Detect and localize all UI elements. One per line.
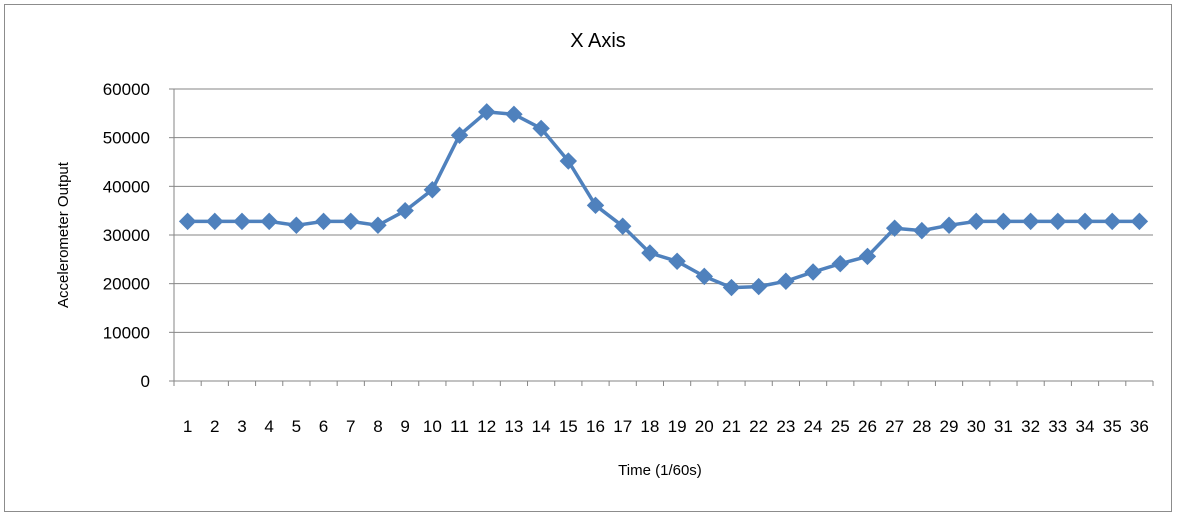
x-tick-label: 8 bbox=[373, 417, 383, 436]
x-tick-label: 18 bbox=[640, 417, 659, 436]
x-tick-label: 7 bbox=[346, 417, 356, 436]
x-tick-label: 17 bbox=[613, 417, 632, 436]
data-point bbox=[206, 212, 224, 231]
data-point bbox=[396, 201, 414, 220]
x-tick-label: 16 bbox=[586, 417, 605, 436]
x-tick-label: 4 bbox=[264, 417, 274, 436]
data-point bbox=[913, 221, 931, 240]
data-point bbox=[314, 212, 333, 231]
x-tick-label: 10 bbox=[423, 417, 442, 436]
x-tick-label: 30 bbox=[967, 417, 986, 436]
data-point bbox=[1076, 212, 1094, 231]
data-point bbox=[1103, 212, 1121, 231]
x-tick-label: 20 bbox=[695, 417, 714, 436]
y-tick-label: 10000 bbox=[103, 323, 150, 342]
x-tick-label: 31 bbox=[994, 417, 1013, 436]
series-group bbox=[178, 103, 1149, 297]
y-tick-label: 40000 bbox=[103, 177, 150, 196]
y-axis-label: Accelerometer Output bbox=[55, 161, 72, 308]
data-point bbox=[749, 277, 768, 296]
x-tick-label: 25 bbox=[831, 417, 850, 436]
x-tick-label: 23 bbox=[776, 417, 795, 436]
data-point bbox=[233, 212, 251, 231]
data-point bbox=[1130, 212, 1149, 231]
x-tick-label: 21 bbox=[722, 417, 741, 436]
y-tick-label: 20000 bbox=[103, 275, 150, 294]
y-tick-label: 30000 bbox=[103, 226, 150, 245]
x-tick-label: 13 bbox=[504, 417, 523, 436]
chart-title: X Axis bbox=[570, 30, 626, 52]
data-point bbox=[885, 219, 904, 237]
y-tick-label: 60000 bbox=[103, 80, 150, 99]
x-tick-label: 19 bbox=[668, 417, 687, 436]
data-point bbox=[1049, 212, 1067, 231]
y-tick-label: 0 bbox=[141, 372, 150, 391]
x-tick-label: 27 bbox=[885, 417, 904, 436]
data-point bbox=[586, 196, 605, 215]
x-tick-label: 24 bbox=[804, 417, 823, 436]
data-point bbox=[695, 267, 713, 286]
x-tick-label: 34 bbox=[1076, 417, 1095, 436]
data-point bbox=[614, 217, 632, 235]
x-tick-label: 26 bbox=[858, 417, 877, 436]
data-point bbox=[994, 212, 1013, 231]
data-point bbox=[342, 212, 360, 231]
y-tick-label: 50000 bbox=[103, 129, 150, 148]
y-tick-labels: 0 10000 20000 30000 40000 50000 60000 bbox=[103, 80, 150, 391]
data-point bbox=[777, 272, 795, 290]
x-tick-label: 12 bbox=[477, 417, 496, 436]
data-point bbox=[641, 244, 659, 262]
x-tick-label: 33 bbox=[1048, 417, 1067, 436]
data-point bbox=[369, 216, 387, 234]
x-tick-label: 3 bbox=[237, 417, 247, 436]
x-tick-label: 15 bbox=[559, 417, 578, 436]
data-point bbox=[450, 126, 469, 144]
data-point bbox=[668, 252, 686, 270]
data-point bbox=[478, 103, 496, 121]
data-point bbox=[423, 181, 442, 199]
x-tick-label: 6 bbox=[319, 417, 329, 436]
x-axis-label: Time (1/60s) bbox=[618, 462, 702, 479]
x-tick-label: 35 bbox=[1103, 417, 1122, 436]
x-tick-label: 36 bbox=[1130, 417, 1149, 436]
x-tick-label: 14 bbox=[532, 417, 551, 436]
data-point bbox=[831, 255, 849, 273]
x-tick-label: 28 bbox=[912, 417, 931, 436]
x-tick-label: 9 bbox=[400, 417, 410, 436]
data-point bbox=[505, 105, 523, 124]
data-point bbox=[940, 216, 958, 234]
data-point bbox=[260, 212, 278, 231]
data-point bbox=[287, 216, 306, 234]
series-line bbox=[187, 110, 1140, 290]
data-point bbox=[722, 278, 741, 297]
data-point bbox=[1021, 212, 1040, 231]
gridlines bbox=[174, 88, 1153, 333]
x-tick-labels: 1 2 3 4 5 6 7 8 9 10 11 12 13 14 15 16 17 18 19 20 21 22 23 24 2… bbox=[183, 417, 1149, 436]
data-point bbox=[178, 212, 197, 231]
data-point bbox=[858, 247, 877, 266]
data-point bbox=[559, 152, 578, 170]
x-tick-label: 32 bbox=[1021, 417, 1040, 436]
x-tick-label: 5 bbox=[292, 417, 302, 436]
x-tick-label: 2 bbox=[210, 417, 220, 436]
x-tick-label: 22 bbox=[749, 417, 768, 436]
axes bbox=[169, 88, 1154, 386]
x-tick-label: 29 bbox=[940, 417, 959, 436]
data-point bbox=[967, 212, 985, 231]
x-tick-label: 11 bbox=[450, 417, 469, 436]
data-point bbox=[804, 263, 822, 281]
data-point bbox=[532, 119, 550, 138]
x-tick-label: 1 bbox=[183, 417, 193, 436]
